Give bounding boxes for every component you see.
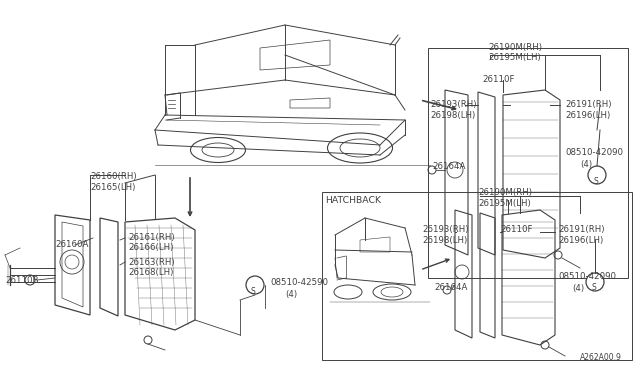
Text: 26166(LH): 26166(LH): [128, 243, 173, 252]
Text: HATCHBACK: HATCHBACK: [325, 196, 381, 205]
Text: 26164A: 26164A: [434, 283, 467, 292]
Circle shape: [586, 273, 604, 291]
Text: A262A00.9: A262A00.9: [580, 353, 622, 362]
Text: 26168(LH): 26168(LH): [128, 268, 173, 277]
Text: 08510-42090: 08510-42090: [558, 272, 616, 281]
Text: 26110B: 26110B: [5, 276, 38, 285]
Text: 26198(LH): 26198(LH): [430, 111, 476, 120]
Text: 26193(RH): 26193(RH): [430, 100, 477, 109]
Text: (4): (4): [285, 290, 297, 299]
Text: 26190M(RH): 26190M(RH): [478, 188, 532, 197]
Text: S: S: [594, 176, 598, 186]
Text: 08510-42590: 08510-42590: [270, 278, 328, 287]
Text: 26196(LH): 26196(LH): [565, 111, 611, 120]
Bar: [428, 48, 628, 278]
Text: (4): (4): [580, 160, 592, 169]
Text: 26164A: 26164A: [432, 162, 465, 171]
Circle shape: [588, 166, 606, 184]
Text: 26190M(RH): 26190M(RH): [488, 43, 542, 52]
Bar: [322, 192, 632, 360]
Text: 26196(LH): 26196(LH): [558, 236, 604, 245]
Text: S: S: [591, 283, 596, 292]
Text: 26110F: 26110F: [482, 75, 515, 84]
Text: 26191(RH): 26191(RH): [558, 225, 605, 234]
Text: 26195M(LH): 26195M(LH): [488, 53, 541, 62]
Text: 26163(RH): 26163(RH): [128, 258, 175, 267]
Circle shape: [246, 276, 264, 294]
Text: 26110F: 26110F: [500, 225, 532, 234]
Text: 26165(LH): 26165(LH): [90, 183, 136, 192]
Text: 26195M(LH): 26195M(LH): [478, 199, 531, 208]
Text: (4): (4): [572, 284, 584, 293]
Text: 26193(RH): 26193(RH): [422, 225, 468, 234]
Text: 26161(RH): 26161(RH): [128, 233, 175, 242]
Text: 08510-42090: 08510-42090: [565, 148, 623, 157]
Text: 26191(RH): 26191(RH): [565, 100, 611, 109]
Text: 26160A: 26160A: [55, 240, 88, 249]
Text: S: S: [251, 286, 255, 295]
Text: 26198(LH): 26198(LH): [422, 236, 467, 245]
Text: 26160(RH): 26160(RH): [90, 172, 136, 181]
